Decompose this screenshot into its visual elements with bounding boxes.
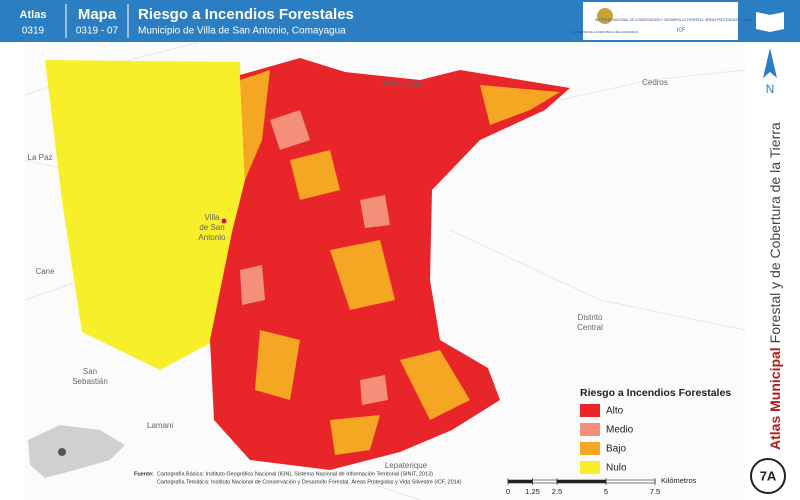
atlas-code: 0319 — [22, 26, 45, 37]
logo-right-short: ICF — [677, 27, 685, 33]
scale-label: 7.5 — [650, 487, 660, 496]
scale-label: 1.25 — [525, 487, 540, 496]
logo-emblem — [597, 8, 613, 24]
place-label-line: Villa — [205, 213, 221, 222]
legend-label: Bajo — [606, 444, 626, 455]
scale-segment — [556, 479, 607, 484]
legend-label: Alto — [606, 406, 624, 417]
town-marker — [221, 218, 227, 224]
scale-label: 2.5 — [552, 487, 562, 496]
north-arrow — [763, 48, 777, 78]
zone-medio — [240, 110, 390, 405]
logo-left-text: GOBIERNO DE LA REPÚBLICA DE HONDURAS — [572, 29, 638, 34]
source-line: Cartografía Temática: Instituto Nacional… — [157, 478, 462, 485]
place-label-line: Central — [577, 323, 603, 332]
legend-label: Nulo — [606, 463, 627, 474]
dynamic: Comayagua Cedros La Paz Villa de San Antonio C… — [28, 78, 732, 496]
sidebar-title: Atlas Municipal Forestal y de Cobertura d… — [767, 122, 783, 450]
book-icon — [756, 12, 784, 32]
place-label-line: San — [83, 367, 97, 376]
place-label: Villa de San Antonio — [198, 213, 226, 242]
scale-segment — [532, 479, 558, 484]
place-label-line: Sebastián — [72, 377, 108, 386]
legend-swatch — [580, 461, 600, 474]
scale-unit: Kilómetros — [661, 476, 697, 485]
legend-swatch — [580, 442, 600, 455]
sidebar-title-rest: Forestal y de Cobertura de la Tierra — [767, 122, 783, 343]
scale-label: 0 — [506, 487, 510, 496]
place-label-line: de San — [199, 223, 224, 232]
place-label: Comayagua — [383, 79, 427, 88]
inset-location — [58, 448, 66, 456]
sidebar-title-bold: Atlas Municipal — [767, 347, 783, 450]
atlas-label: Atlas — [20, 9, 47, 21]
map-label: Mapa — [78, 6, 117, 23]
zone-nulo — [45, 60, 245, 370]
scale-label: 5 — [604, 487, 608, 496]
code-badge — [750, 458, 786, 494]
north-label: N — [766, 82, 775, 96]
place-label: Cane — [35, 267, 55, 276]
place-label: La Paz — [28, 153, 53, 162]
source-line: Cartografía Básica: Instituto Geográfico… — [157, 471, 433, 477]
place-label: Lamani — [147, 421, 173, 430]
scale-segment — [605, 479, 656, 484]
place-label: Cedros — [642, 78, 668, 87]
place-label-line: Antonio — [198, 233, 226, 242]
source-label: Fuente: — [134, 471, 154, 477]
title: Riesgo a Incendios Forestales — [138, 6, 354, 23]
legend-swatch — [580, 423, 600, 436]
place-label: Lepaterique — [385, 461, 428, 470]
legend-label: Medio — [606, 425, 634, 436]
scale-segment — [507, 479, 533, 484]
place-label: San Sebastián — [72, 367, 108, 386]
legend-swatch — [580, 404, 600, 417]
logo-right-text: INSTITUTO NACIONAL DE CONSERVACIÓN Y DES… — [595, 17, 767, 22]
map-code: 0319 - 07 — [76, 26, 119, 37]
legend-title: Riesgo a Incendios Forestales — [580, 387, 731, 399]
subtitle: Municipio de Villa de San Antonio, Comay… — [138, 26, 346, 37]
inset-map — [28, 425, 125, 478]
code: 7A — [760, 468, 777, 483]
zone-bajo — [240, 70, 560, 455]
place-label-line: Distrito — [578, 313, 603, 322]
sidebar — [745, 42, 800, 500]
place-label: Distrito Central — [577, 313, 603, 332]
